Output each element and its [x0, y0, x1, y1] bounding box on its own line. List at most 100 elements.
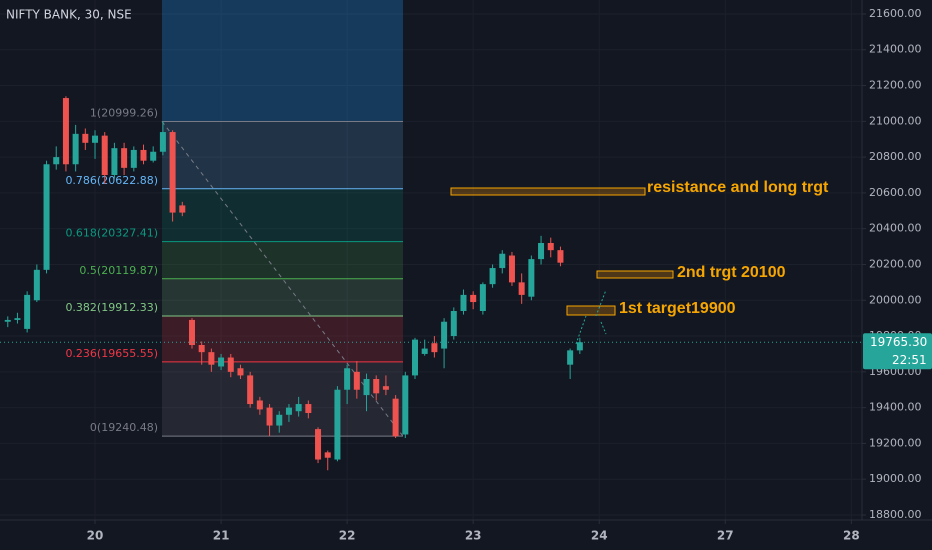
candle-body [198, 344, 205, 353]
x-tick-label: 20 [87, 529, 104, 543]
x-tick-label: 28 [843, 529, 860, 543]
candle-body [130, 149, 137, 168]
candle-body [188, 319, 195, 345]
fib-label: 0.236(19655.55) [65, 347, 158, 360]
y-tick-label: 21400.00 [869, 43, 922, 56]
candle-body [518, 282, 525, 295]
x-tick-label: 27 [717, 529, 734, 543]
candle-body [450, 310, 457, 337]
fib-zone [162, 121, 403, 189]
candle-body [111, 148, 118, 176]
candle-body [547, 243, 554, 251]
candle-body [470, 294, 477, 303]
fib-zone [162, 241, 403, 279]
candle-body [101, 135, 108, 176]
candle-body [256, 400, 263, 410]
candle-body [557, 250, 564, 263]
candle-body [460, 294, 467, 311]
candle-body [508, 255, 515, 283]
candle-body [237, 368, 244, 376]
y-tick-label: 21600.00 [869, 7, 922, 20]
candle-body [247, 375, 254, 405]
candle-body [567, 350, 574, 365]
candle-body [305, 404, 312, 413]
x-tick-label: 24 [591, 529, 608, 543]
fib-trend-line [161, 121, 404, 437]
candle-body [208, 352, 215, 365]
candle-body [43, 164, 50, 270]
y-tick-label: 19200.00 [869, 436, 922, 449]
candle-body [33, 269, 40, 301]
y-tick-label: 19400.00 [869, 401, 922, 414]
fib-zone [162, 188, 403, 242]
annotation-text: 2nd trgt 20100 [677, 264, 786, 281]
candle-body [266, 407, 273, 426]
candle-body [53, 157, 60, 165]
chart-title: NIFTY BANK, 30, NSE [6, 8, 132, 22]
fib-label: 0.5(20119.87) [79, 264, 158, 277]
candle-body [402, 375, 409, 435]
candle-body [218, 357, 225, 367]
x-tick-label: 21 [213, 529, 230, 543]
annotation-box [596, 270, 674, 279]
candle-body [431, 343, 438, 353]
candle-body [72, 133, 79, 165]
y-tick-label: 19000.00 [869, 472, 922, 485]
fib-label: 1(20999.26) [90, 106, 158, 119]
fib-zone [162, 315, 403, 362]
candle-body [227, 357, 234, 372]
last-price-box [863, 333, 932, 370]
position-zone [162, 0, 403, 121]
candle-body [324, 452, 331, 458]
last-price-label: 19765.30 [870, 335, 927, 349]
candle-body [179, 205, 186, 213]
y-tick-label: 20400.00 [869, 222, 922, 235]
candle-body [576, 342, 583, 351]
annotation-text: resistance and long trgt [647, 179, 829, 196]
fib-label: 0.618(20327.41) [65, 227, 158, 240]
y-tick-label: 21000.00 [869, 114, 922, 127]
annotation-text: 1st target19900 [619, 300, 736, 317]
y-tick-label: 20600.00 [869, 186, 922, 199]
candle-body [528, 259, 535, 297]
candle-body [499, 253, 506, 269]
candle-body [538, 243, 545, 260]
candle-body [82, 133, 89, 143]
candle-body [150, 151, 157, 161]
annotation-arrow [575, 289, 607, 345]
annotation-box [566, 305, 616, 316]
candle-body [140, 149, 147, 161]
candle-body [353, 371, 360, 390]
candle-body [373, 378, 380, 394]
y-tick-label: 20200.00 [869, 257, 922, 270]
candle-body [421, 348, 428, 354]
candle-body [363, 378, 370, 396]
candle-body [382, 386, 389, 390]
candle-body [441, 321, 448, 349]
candle-body [276, 414, 283, 426]
x-tick-label: 22 [339, 529, 356, 543]
candle-body [334, 389, 341, 460]
candle-body [344, 368, 351, 390]
candle-body [315, 429, 322, 460]
fib-label: 0(19240.48) [90, 421, 158, 434]
countdown: 22:51 [892, 353, 927, 367]
candle-body [295, 404, 302, 412]
candle-body [159, 132, 166, 152]
candle-body [4, 319, 11, 322]
candle-body [24, 294, 31, 329]
candle-body [92, 135, 99, 143]
fib-label: 0.382(19912.33) [65, 301, 158, 314]
candle-body [62, 98, 69, 165]
y-tick-label: 21200.00 [869, 79, 922, 92]
candle-body [285, 407, 292, 415]
candle-body [121, 148, 128, 168]
fib-label: 0.786(20622.88) [65, 174, 158, 187]
annotation-box [450, 187, 646, 196]
candle-body [169, 132, 176, 213]
candle-body [14, 318, 21, 320]
x-tick-label: 23 [465, 529, 482, 543]
candle-body [392, 398, 399, 437]
